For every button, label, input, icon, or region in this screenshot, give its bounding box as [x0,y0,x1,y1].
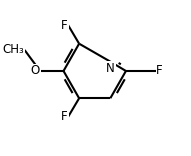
Text: N: N [106,62,115,75]
Text: F: F [61,110,68,123]
Text: F: F [156,64,164,78]
Text: F: F [60,110,68,123]
Text: F: F [60,19,68,32]
Text: CH₃: CH₃ [1,43,24,56]
Text: O: O [31,64,40,78]
Text: F: F [61,19,68,32]
Text: F: F [156,64,163,78]
Text: CH₃: CH₃ [3,43,24,56]
Text: O: O [30,64,40,78]
Text: N: N [105,62,115,75]
